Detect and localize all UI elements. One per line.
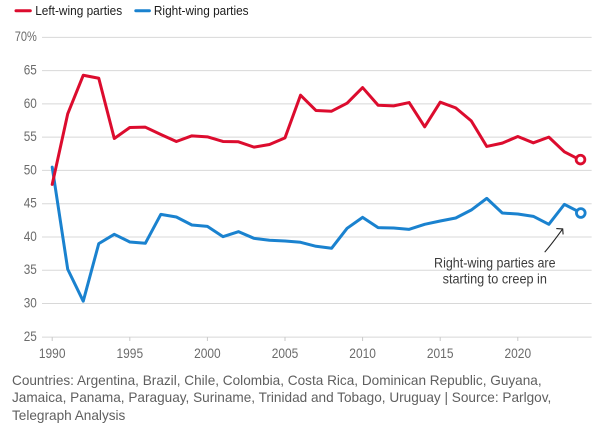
svg-text:40: 40 xyxy=(24,229,37,244)
svg-text:Left-wing parties: Left-wing parties xyxy=(35,4,122,18)
svg-text:starting to creep in: starting to creep in xyxy=(443,272,547,287)
svg-text:1990: 1990 xyxy=(39,346,66,361)
svg-text:50: 50 xyxy=(24,162,37,177)
svg-text:55: 55 xyxy=(24,129,37,144)
svg-text:Right-wing parties: Right-wing parties xyxy=(154,4,249,18)
svg-text:2015: 2015 xyxy=(427,346,454,361)
svg-text:65: 65 xyxy=(24,63,37,78)
svg-text:2005: 2005 xyxy=(272,346,299,361)
svg-text:1995: 1995 xyxy=(117,346,144,361)
svg-text:25: 25 xyxy=(24,329,37,344)
svg-text:2000: 2000 xyxy=(194,346,221,361)
svg-text:2010: 2010 xyxy=(349,346,376,361)
svg-text:30: 30 xyxy=(24,295,37,310)
svg-text:2020: 2020 xyxy=(505,346,532,361)
svg-text:60: 60 xyxy=(24,96,37,111)
svg-text:45: 45 xyxy=(24,196,37,211)
svg-text:Right-wing parties are: Right-wing parties are xyxy=(434,256,556,271)
svg-text:70%: 70% xyxy=(15,29,37,44)
svg-text:35: 35 xyxy=(24,262,37,277)
